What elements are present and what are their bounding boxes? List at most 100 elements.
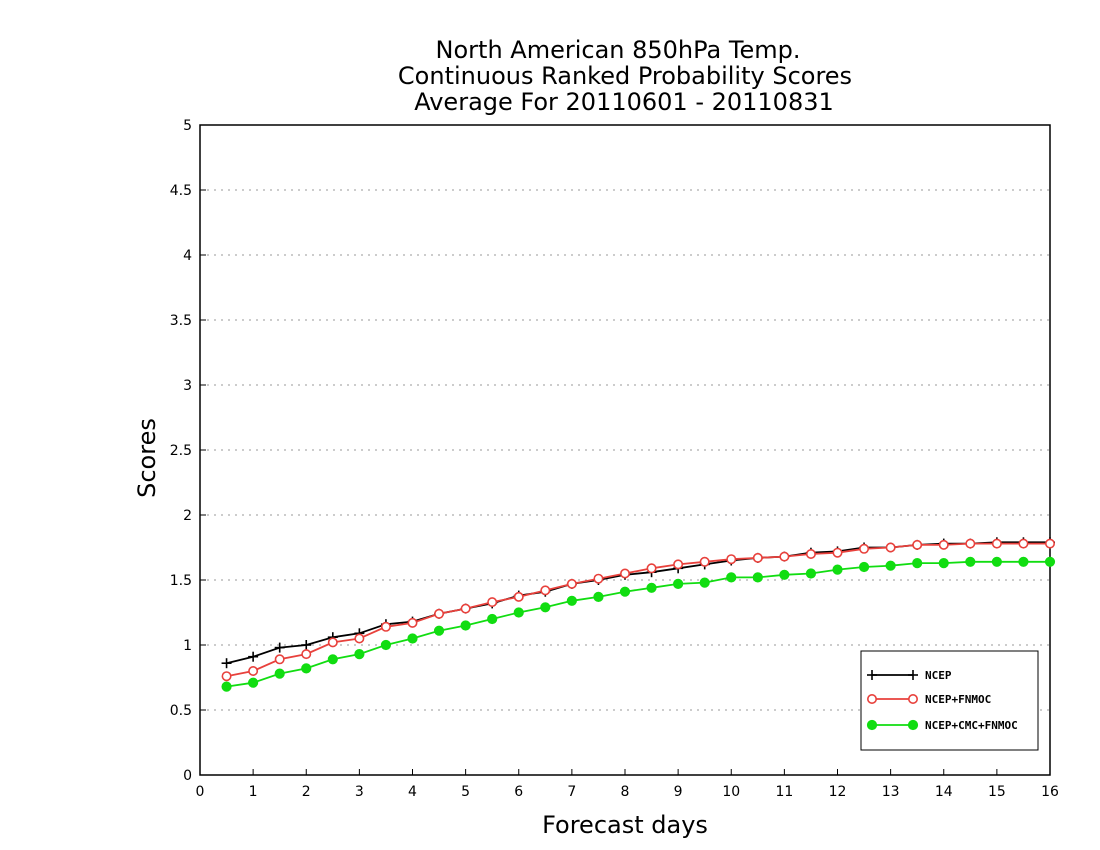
legend-item: NCEP+CMC+FNMOC xyxy=(866,719,1018,732)
legend-item: NCEP+FNMOC xyxy=(866,693,991,706)
x-tick-label: 8 xyxy=(621,784,630,800)
legend-label: NCEP+CMC+FNMOC xyxy=(925,719,1018,732)
x-axis-label: Forecast days xyxy=(542,811,708,839)
data-point-filled-circle xyxy=(646,582,657,593)
data-point-filled-circle xyxy=(779,569,790,580)
series-line xyxy=(226,541,1050,665)
data-point-open-circle xyxy=(540,585,551,596)
data-point-filled-circle xyxy=(726,572,737,583)
data-point-open-circle xyxy=(726,554,737,565)
series-container xyxy=(221,537,1056,692)
data-point-filled-circle xyxy=(221,681,232,692)
data-point-open-circle xyxy=(699,556,710,567)
title-line-2: Continuous Ranked Probability Scores xyxy=(398,62,852,90)
y-tick-label: 1 xyxy=(183,638,192,654)
legend-label: NCEP xyxy=(925,669,952,682)
legend-box xyxy=(860,650,1039,751)
data-point-open-circle xyxy=(327,637,338,648)
data-point-open-circle xyxy=(380,621,391,632)
x-tick-label: 9 xyxy=(674,784,683,800)
y-tick-label: 3 xyxy=(183,378,192,394)
data-point-filled-circle xyxy=(832,564,843,575)
data-point-open-circle xyxy=(487,597,498,608)
data-point-filled-circle xyxy=(885,560,896,571)
data-point-open-circle xyxy=(991,538,1002,549)
y-tick-label: 3.5 xyxy=(170,313,192,329)
data-point-open-circle xyxy=(646,563,657,574)
data-point-filled-circle xyxy=(673,578,684,590)
data-point-open-circle xyxy=(593,573,604,584)
data-point-open-circle xyxy=(965,538,976,549)
data-point-filled-circle xyxy=(858,561,870,573)
y-tick-label: 2 xyxy=(183,508,192,524)
series-ncep xyxy=(221,537,1055,669)
data-point-filled-circle xyxy=(1018,556,1029,567)
data-point-open-circle xyxy=(866,693,877,704)
x-tick-label: 4 xyxy=(408,784,417,800)
data-point-open-circle xyxy=(1018,538,1029,549)
gridlines xyxy=(200,189,1050,711)
data-point-open-circle xyxy=(938,539,949,550)
data-point-filled-circle xyxy=(487,613,498,625)
data-point-plus xyxy=(301,640,312,650)
x-tick-label: 13 xyxy=(882,784,900,800)
x-tick-label: 0 xyxy=(196,784,205,800)
data-point-filled-circle xyxy=(991,556,1002,567)
data-point-open-circle xyxy=(752,552,763,563)
data-point-filled-circle xyxy=(699,577,710,588)
data-point-open-circle xyxy=(248,665,259,676)
y-tick-label: 4 xyxy=(183,248,192,264)
data-point-filled-circle xyxy=(619,586,631,597)
data-point-open-circle xyxy=(301,649,312,660)
data-point-filled-circle xyxy=(1044,556,1056,567)
data-point-open-circle xyxy=(619,568,630,579)
data-point-open-circle xyxy=(460,603,471,614)
x-tick-label: 7 xyxy=(567,784,576,800)
data-point-open-circle xyxy=(885,542,896,553)
y-axis: 0 0.5 1 1.5 2 2.5 3 3.5 4 4.5 5 xyxy=(170,118,206,784)
data-point-open-circle xyxy=(779,551,790,562)
data-point-plus xyxy=(867,670,877,680)
data-point-open-circle xyxy=(912,539,923,550)
x-tick-label: 2 xyxy=(302,784,311,800)
x-tick-label: 5 xyxy=(461,784,470,800)
data-point-open-circle xyxy=(566,578,577,589)
data-point-filled-circle xyxy=(460,620,471,631)
data-point-plus xyxy=(274,642,285,653)
data-point-open-circle xyxy=(513,591,524,602)
x-axis: 0 1 2 3 4 5 6 7 8 9 10 11 12 13 14 15 16 xyxy=(196,769,1059,800)
legend: NCEP NCEP+FNMOC NCEP+CMC+FNMOC xyxy=(860,650,1039,751)
data-point-filled-circle xyxy=(540,602,551,613)
legend-item: NCEP xyxy=(867,669,952,682)
data-point-open-circle xyxy=(673,559,684,570)
x-tick-label: 14 xyxy=(935,784,953,800)
data-point-filled-circle xyxy=(407,633,418,644)
x-tick-label: 11 xyxy=(775,784,793,800)
data-point-filled-circle xyxy=(965,556,976,567)
data-point-filled-circle xyxy=(354,649,365,660)
data-point-filled-circle xyxy=(805,568,817,579)
data-point-filled-circle xyxy=(752,572,763,583)
data-point-filled-circle xyxy=(433,625,445,636)
data-point-filled-circle xyxy=(866,719,878,731)
x-tick-label: 12 xyxy=(829,784,847,800)
x-tick-label: 3 xyxy=(355,784,364,800)
data-point-filled-circle xyxy=(327,654,338,665)
data-point-open-circle xyxy=(434,608,445,619)
data-point-open-circle xyxy=(832,547,843,558)
x-tick-label: 15 xyxy=(988,784,1006,800)
series-ncep-fnmoc xyxy=(221,538,1056,682)
data-point-open-circle xyxy=(221,671,232,682)
y-tick-label: 1.5 xyxy=(170,573,192,589)
data-point-plus xyxy=(221,658,232,669)
data-point-open-circle xyxy=(274,654,285,665)
data-point-open-circle xyxy=(354,633,365,644)
data-point-filled-circle xyxy=(938,558,949,569)
y-tick-label: 4.5 xyxy=(170,183,192,199)
series-ncep-cmc-fnmoc xyxy=(221,556,1056,692)
data-point-plus xyxy=(908,670,918,680)
data-point-filled-circle xyxy=(513,607,524,618)
data-point-filled-circle xyxy=(907,719,919,731)
